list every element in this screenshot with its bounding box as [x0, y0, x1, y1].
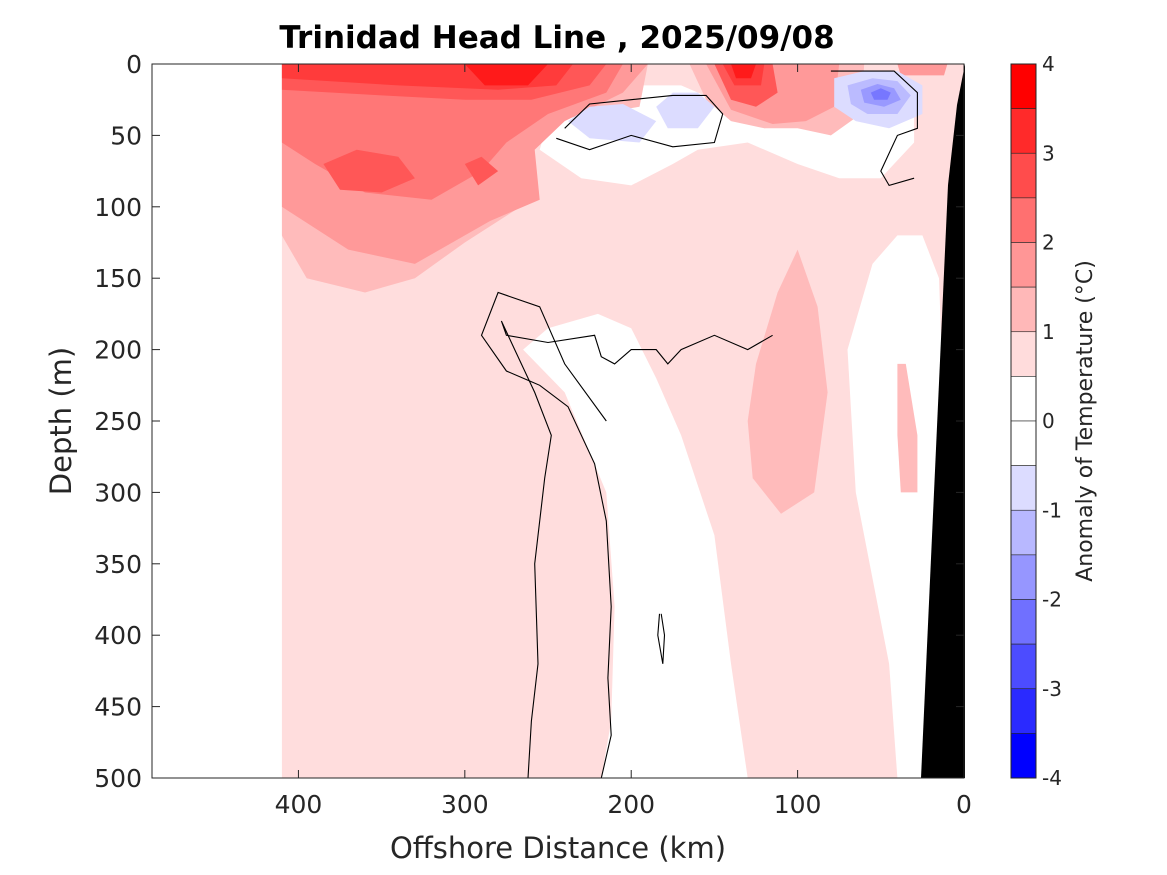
x-tick-label-100: 100 [774, 790, 822, 819]
y-tick-label-400: 400 [94, 621, 142, 650]
colorbar-tick-label-0: 4 [1042, 52, 1055, 76]
colorbar-band-6 [1010, 331, 1037, 377]
colorbar-frame [1010, 63, 1037, 779]
colorbar-band-8 [1010, 420, 1037, 466]
colorbar-tick-label-5: -1 [1042, 498, 1062, 522]
colorbar-band-11 [1010, 554, 1037, 600]
y-tick-label-0: 0 [126, 50, 142, 79]
x-tick-label-400: 400 [275, 790, 323, 819]
y-tick-label-50: 50 [110, 121, 142, 150]
y-tick-label-150: 150 [94, 264, 142, 293]
y-tick-label-300: 300 [94, 478, 142, 507]
region-cool-neg-0p5-a [568, 104, 657, 143]
zero-contour-inner [480, 291, 612, 778]
colorbar-tick-label-4: 0 [1042, 409, 1055, 433]
colorbar-band-9 [1010, 465, 1037, 511]
colorbar-tick-label-8: -4 [1042, 766, 1062, 790]
colorbar-tick-label-6: -2 [1042, 588, 1062, 612]
y-axis-label: Depth (m) [44, 347, 78, 495]
zero-contours [480, 70, 918, 778]
colorbar-band-2 [1010, 152, 1037, 199]
colorbar-band-15 [1010, 733, 1037, 779]
chart-title: Trinidad Head Line , 2025/09/08 [279, 20, 834, 56]
colorbar: 4 3 2 1 0 -1 -2 -3 -4 [1010, 52, 1062, 790]
colorbar-band-0 [1010, 63, 1037, 109]
anomaly-field [152, 64, 964, 778]
colorbar-band-4 [1010, 242, 1037, 288]
colorbar-band-1 [1010, 108, 1037, 154]
colorbar-band-13 [1010, 643, 1037, 690]
bathymetry-shelf [921, 64, 965, 778]
region-cool-neg-0p5-b [656, 92, 715, 129]
y-tick-label-450: 450 [94, 693, 142, 722]
y-tick-label-200: 200 [94, 336, 142, 365]
colorbar-band-14 [1010, 688, 1037, 734]
region-warm-1p0-shelf-sliver [897, 363, 918, 493]
zero-contour-top [556, 94, 724, 151]
colorbar-tick-label-2: 2 [1042, 231, 1055, 255]
x-tick-label-200: 200 [607, 790, 655, 819]
y-tick-label-250: 250 [94, 407, 142, 436]
x-tick-label-0: 0 [956, 790, 972, 819]
no-data-region [152, 64, 282, 778]
y-tick-label-500: 500 [94, 764, 142, 793]
region-warm-3p5-top [464, 64, 548, 86]
colorbar-band-5 [1010, 286, 1037, 333]
colorbar-tick-label-1: 3 [1042, 141, 1055, 165]
colorbar-band-12 [1010, 599, 1037, 645]
y-axis: 0 50 100 150 200 250 300 350 400 450 500 [94, 50, 964, 793]
zero-contour-sliver [657, 613, 666, 664]
region-cool-shelf-gap [847, 235, 944, 778]
region-warm-2p5-deep-b [464, 156, 499, 186]
y-tick-label-100: 100 [94, 193, 142, 222]
region-cool-neg-2p0 [870, 88, 891, 100]
y-tick-label-350: 350 [94, 550, 142, 579]
region-warm-2p5-deep [323, 149, 415, 193]
colorbar-tick-label-3: 1 [1042, 320, 1055, 344]
x-axis-label: Offshore Distance (km) [390, 831, 726, 865]
region-warm-1p0-column [747, 249, 828, 514]
zero-contour-nearshore [830, 70, 918, 187]
colorbar-tick-label-7: -3 [1042, 677, 1062, 701]
region-warm-1p5-near-coast [897, 64, 948, 76]
x-tick-label-300: 300 [441, 790, 489, 819]
region-warm-3p5-right [731, 64, 756, 79]
colorbar-band-10 [1010, 509, 1037, 556]
colorbar-band-7 [1010, 376, 1037, 422]
colorbar-band-3 [1010, 197, 1037, 243]
zero-contour-main [500, 320, 773, 778]
x-axis: 400 300 200 100 0 [275, 64, 972, 819]
colorbar-label: Anomaly of Temperature (°C) [1073, 260, 1098, 582]
region-cool-offshore-interior [523, 313, 748, 778]
